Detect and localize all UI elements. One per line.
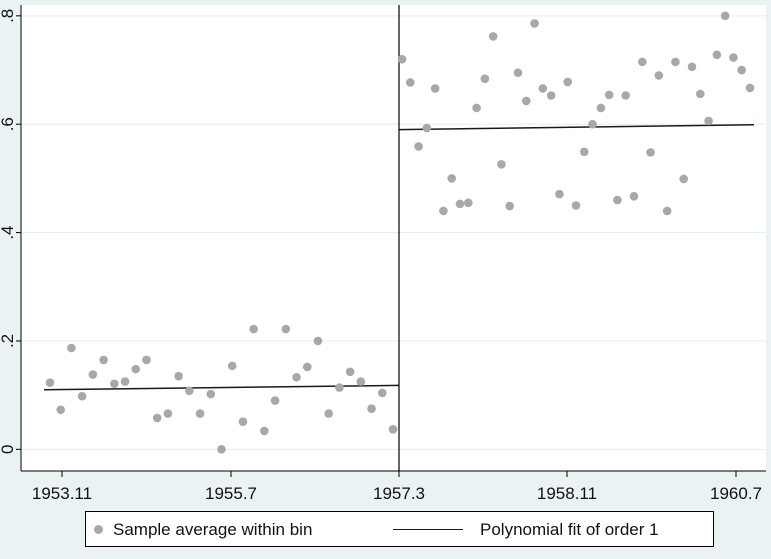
data-point — [56, 405, 66, 415]
x-tick-label: 1960.7 — [710, 484, 762, 503]
axes — [16, 5, 766, 477]
data-point — [45, 378, 55, 387]
data-point — [629, 191, 639, 201]
gridlines — [21, 15, 766, 450]
data-point — [463, 198, 473, 208]
data-point — [637, 57, 647, 67]
fit-line — [398, 124, 755, 131]
data-point — [206, 389, 216, 399]
data-points — [45, 11, 755, 454]
data-point — [397, 54, 407, 64]
data-point — [174, 371, 183, 381]
data-point — [217, 445, 226, 454]
data-point — [521, 96, 531, 106]
data-point — [367, 404, 376, 413]
data-point — [77, 391, 87, 401]
data-point — [654, 71, 664, 80]
data-point — [120, 377, 130, 386]
data-point — [313, 336, 323, 346]
legend: Sample average within bin Polynomial fit… — [85, 511, 714, 547]
tick-labels: 0 .2 .4 .6 .8 1953.11 1955.7 1957.3 1958.11 1960.… — [0, 9, 762, 503]
x-tick-label: 1958.11 — [537, 484, 597, 503]
legend-dot-icon — [94, 525, 103, 534]
data-point — [480, 74, 490, 83]
data-point — [646, 148, 655, 157]
data-point — [238, 417, 248, 426]
data-point — [538, 84, 548, 93]
data-point — [67, 343, 76, 353]
data-point — [546, 91, 556, 100]
x-tick-label: 1955.7 — [205, 484, 257, 503]
data-point — [621, 91, 631, 100]
data-point — [571, 201, 581, 210]
data-point — [579, 147, 589, 157]
data-point — [260, 426, 269, 436]
data-point — [405, 78, 415, 87]
data-point — [613, 195, 622, 205]
data-point — [163, 409, 173, 418]
data-point — [604, 90, 614, 100]
plot-area — [21, 5, 766, 471]
data-point — [671, 57, 680, 67]
data-point — [712, 50, 722, 60]
y-tick-label: .2 — [0, 334, 17, 348]
y-tick-label: .8 — [0, 9, 17, 23]
data-point — [695, 89, 705, 99]
data-point — [745, 83, 755, 93]
data-point — [455, 199, 465, 209]
x-tick-label: 1957.3 — [373, 484, 425, 503]
data-point — [99, 355, 108, 365]
data-point — [737, 65, 747, 75]
data-point — [687, 62, 697, 72]
data-point — [488, 32, 498, 41]
data-point — [720, 11, 730, 21]
data-point — [270, 396, 280, 405]
data-point — [414, 142, 423, 151]
data-point — [588, 119, 597, 129]
data-point — [497, 160, 506, 169]
data-point — [662, 206, 672, 216]
data-point — [249, 324, 258, 334]
data-point — [729, 53, 738, 62]
data-point — [88, 370, 98, 379]
data-point — [152, 413, 162, 423]
data-point — [292, 372, 301, 382]
data-point — [377, 388, 387, 398]
data-point — [505, 201, 515, 211]
data-point — [324, 409, 333, 418]
data-point — [131, 364, 141, 374]
data-point — [422, 123, 432, 133]
data-point — [472, 103, 481, 113]
data-point — [388, 424, 398, 434]
data-point — [195, 409, 205, 418]
data-point — [563, 77, 573, 87]
data-point — [110, 379, 119, 389]
data-point — [447, 174, 457, 183]
data-point — [513, 68, 523, 78]
data-point — [345, 367, 355, 377]
data-point — [356, 377, 366, 386]
y-tick-label: 0 — [0, 445, 17, 454]
data-point — [430, 84, 440, 93]
data-point — [596, 103, 606, 113]
data-point — [439, 206, 448, 216]
data-point — [555, 189, 564, 199]
data-point — [335, 383, 344, 392]
data-point — [679, 174, 689, 184]
legend-label-fit: Polynomial fit of order 1 — [480, 520, 659, 539]
legend-label-points: Sample average within bin — [113, 520, 313, 539]
data-point — [185, 386, 194, 396]
data-point — [281, 324, 291, 334]
y-tick-label: .6 — [0, 117, 17, 131]
data-point — [530, 19, 539, 28]
data-point — [142, 355, 151, 365]
data-point — [227, 361, 237, 371]
data-point — [302, 362, 312, 372]
y-tick-label: .4 — [0, 225, 17, 239]
x-tick-label: 1953.11 — [32, 484, 92, 503]
data-point — [704, 116, 713, 126]
legend-line-icon — [393, 529, 463, 530]
